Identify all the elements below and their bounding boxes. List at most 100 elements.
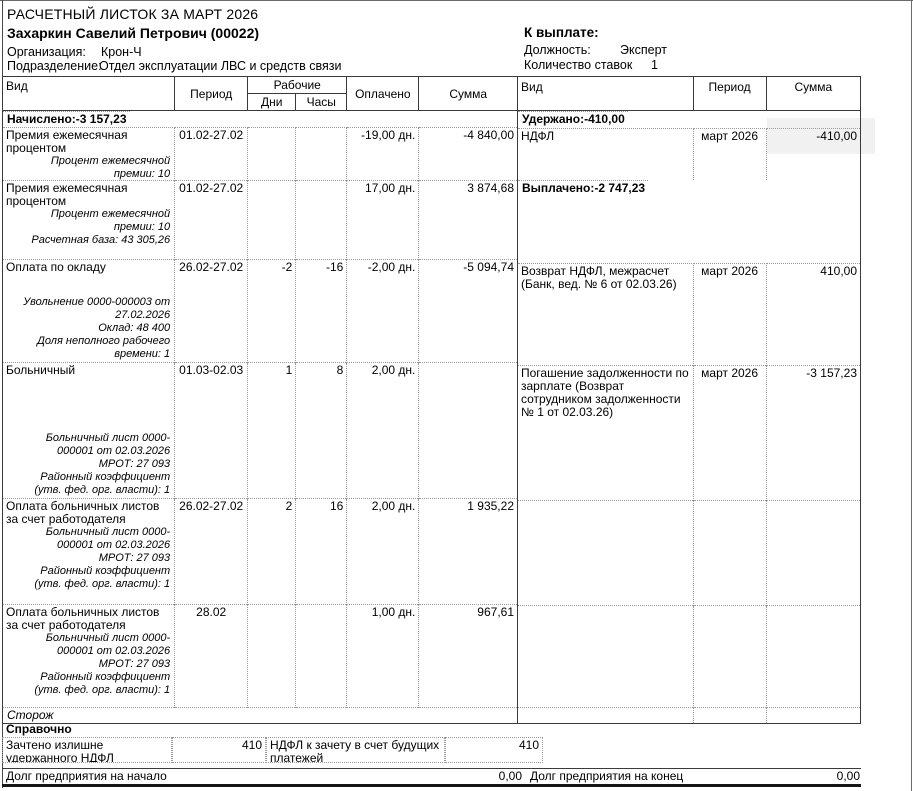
accrual-title: Больничный: [6, 363, 76, 377]
detail-line: МРОТ: 27 093: [98, 458, 171, 470]
payslip-header: РАСЧЕТНЫЙ ЛИСТОК ЗА МАРТ 2026 Захаркин С…: [0, 0, 913, 76]
frame-right-line: [911, 0, 912, 791]
cell-sum[interactable]: -410,00: [766, 127, 862, 181]
cell-sum: -4 840,00: [418, 127, 517, 181]
accrual-row: Больничный Больничный лист 0000-000001 о…: [2, 362, 517, 499]
cell-kind: [517, 500, 694, 606]
footer-note: Сторож: [2, 707, 517, 724]
accrual-details: Процент ежемесячной премии: 10: [6, 155, 171, 181]
paid-out-sum: -2 747,23: [594, 181, 646, 196]
detail-line: МРОТ: 27 093: [98, 552, 171, 564]
col-header-period: Период: [692, 76, 767, 111]
withheld-label: Удержано:: [522, 112, 585, 126]
empty-row: [517, 605, 862, 708]
cell-kind: Премия ежемесячная процентом Процент еже…: [2, 180, 176, 260]
cell-hours: [295, 180, 348, 260]
detail-line: Оклад: 48 400: [98, 322, 171, 334]
col-header-sum: Сумма: [765, 76, 862, 111]
accrual-title: Оплата больничных листов за счет работод…: [6, 605, 160, 632]
position-label: Должность:: [524, 43, 591, 57]
accrual-title: Оплата больничных листов за счет работод…: [6, 499, 160, 526]
deduction-row: НДФЛ март 2026 -410,00: [517, 127, 862, 181]
cell-sum: 1 935,22: [418, 498, 517, 605]
accrual-title: Премия ежемесячная процентом: [6, 128, 128, 155]
cell-sum: [418, 362, 517, 499]
cell-period: 28.02: [174, 604, 249, 708]
debt-start-value: 0,00: [498, 769, 522, 783]
col-header-kind: Вид: [517, 76, 694, 111]
cell-kind: Оплата по окладу Увольнение 0000-000003 …: [2, 259, 176, 363]
withheld-total-cell: Удержано: -410,00: [518, 111, 628, 127]
debt-end-label: Долг предприятия на конец: [530, 769, 684, 783]
reference-item-label: Зачтено излишне удержанного НДФЛ: [2, 737, 172, 763]
cell-period: [693, 605, 767, 708]
accrual-row: Оплата больничных листов за счет работод…: [2, 498, 517, 605]
cell-kind: [517, 707, 694, 724]
payment-row: Возврат НДФЛ, межрасчет (Банк, вед. № 6 …: [517, 263, 862, 366]
employee-name: Захаркин Савелий Петрович (00022): [7, 25, 260, 41]
cell-period: 26.02-27.02: [174, 259, 249, 363]
accrued-total-row: Начислено: -3 157,23: [3, 111, 175, 127]
col-header-period: Период: [174, 76, 249, 111]
cell-hours: 16: [295, 498, 348, 605]
cell-kind: НДФЛ: [517, 127, 694, 181]
cell-kind: Возврат НДФЛ, межрасчет (Банк, вед. № 6 …: [517, 263, 694, 366]
withheld-total-row: Удержано: -410,00: [518, 111, 693, 127]
cell-hours: [295, 127, 348, 181]
cell-days: [247, 180, 297, 260]
detail-line: Расчетная база: 43 305,26: [31, 234, 171, 246]
reference-section: Справочно Зачтено излишне удержанного НД…: [2, 722, 861, 787]
cell-period: март 2026: [693, 263, 767, 366]
deductions-table: Вид Период Сумма Удержано: -410,00 НДФЛ: [517, 76, 862, 724]
accrual-row: Оплата по окладу Увольнение 0000-000003 …: [2, 259, 517, 363]
detail-line: Процент ежемесячной премии: 10: [50, 155, 171, 180]
detail-line: Больничный лист 0000-000001 от 02.03.202…: [45, 632, 171, 657]
detail-line: Районный коэффициент (утв. фед. орг. вла…: [34, 471, 171, 496]
detail-line: МРОТ: 27 093: [98, 658, 171, 670]
cell-sum: [766, 500, 862, 606]
col-header-hours: Часы: [295, 93, 347, 111]
cell-paid: 1,00 дн.: [346, 604, 420, 708]
department-value: Отдел эксплуатации ЛВС и средств связи: [99, 59, 342, 73]
detail-line: Больничный лист 0000-000001 от 02.03.202…: [45, 432, 171, 457]
col-header-paid: Оплачено: [346, 76, 420, 111]
accrual-title: Оплата по окладу: [6, 260, 106, 274]
cell-kind: Оплата больничных листов за счет работод…: [2, 498, 176, 605]
accrued-label: Начислено:: [7, 112, 76, 126]
accrual-details: Больничный лист 0000-000001 от 02.03.202…: [6, 632, 171, 697]
cell-hours: 8: [295, 362, 348, 499]
rate-count-label: Количество ставок: [524, 58, 633, 72]
to-pay-label: К выплате:: [524, 25, 599, 40]
cell-sum: 410,00: [766, 263, 862, 366]
reference-item-value: 410: [445, 737, 543, 763]
cell-period: март 2026: [693, 365, 767, 501]
accrued-sum: -3 157,23: [75, 112, 127, 126]
cell-kind: Больничный Больничный лист 0000-000001 о…: [2, 362, 176, 499]
cell-sum: 967,61: [418, 604, 517, 708]
paid-out-total-row: Выплачено: -2 747,23: [518, 180, 693, 258]
rate-count-value: 1: [651, 58, 658, 72]
detail-line: Увольнение 0000-000003 от 27.02.2026: [23, 296, 171, 321]
accrual-details: Увольнение 0000-000003 от 27.02.2026 Окл…: [6, 296, 171, 361]
cell-period: [693, 500, 767, 606]
cell-paid: 2,00 дн.: [346, 362, 420, 499]
col-header-kind: Вид: [1, 76, 176, 111]
cell-sum: [766, 605, 862, 708]
frame-top-line: [0, 0, 913, 1]
organization-value: Крон-Ч: [101, 45, 142, 59]
cell-days: [247, 127, 297, 181]
debt-start-label: Долг предприятия на начало: [6, 769, 167, 783]
cell-hours: -16: [295, 259, 348, 363]
cell-period: март 2026: [693, 127, 767, 181]
accrued-total-cell: Начислено: -3 157,23: [3, 111, 130, 127]
cell-days: 2: [247, 498, 297, 605]
accrual-details: Процент ежемесячной премии: 10 Расчетная…: [6, 208, 171, 247]
col-header-work: Рабочие: [247, 76, 348, 94]
cell-kind: [517, 605, 694, 708]
department-label: Подразделение:: [7, 59, 102, 73]
position-value: Эксперт: [620, 43, 667, 57]
empty-row: [517, 500, 862, 606]
withheld-sum: -410,00: [584, 112, 625, 126]
cell-paid: 17,00 дн.: [346, 180, 420, 260]
col-header-days: Дни: [247, 93, 297, 111]
